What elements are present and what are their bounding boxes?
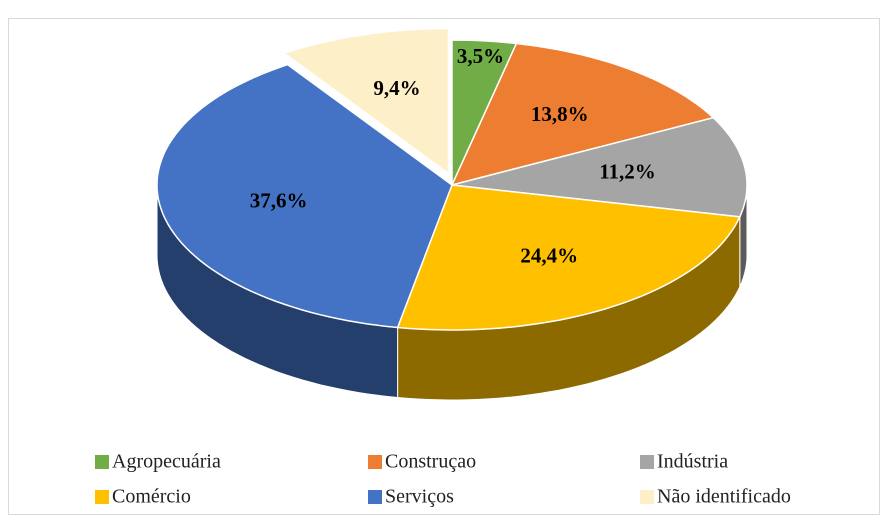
- slice: [282, 27, 450, 175]
- slice: [156, 63, 453, 329]
- data-label: 24,4%: [520, 243, 578, 267]
- data-label: 37,6%: [250, 188, 308, 212]
- legend-swatch: [640, 455, 654, 469]
- legend-swatch: [368, 455, 382, 469]
- legend-label: Agropecuária: [112, 451, 221, 473]
- slice: [451, 116, 748, 218]
- data-label: 11,2%: [599, 159, 656, 183]
- legend-label: Não identificado: [657, 486, 791, 508]
- slice: [396, 184, 741, 331]
- slice: [450, 42, 715, 187]
- legend-label: Construçao: [385, 451, 476, 473]
- legend-swatch: [640, 490, 654, 504]
- legend-swatch: [95, 490, 109, 504]
- legend-label: Indústria: [657, 451, 728, 473]
- legend-label: Comércio: [112, 486, 191, 508]
- legend-swatch: [95, 455, 109, 469]
- data-label: 13,8%: [531, 102, 589, 126]
- data-label: 3,5%: [457, 44, 504, 68]
- legend-label: Serviços: [385, 486, 454, 508]
- data-label: 9,4%: [373, 76, 420, 100]
- legend-swatch: [368, 490, 382, 504]
